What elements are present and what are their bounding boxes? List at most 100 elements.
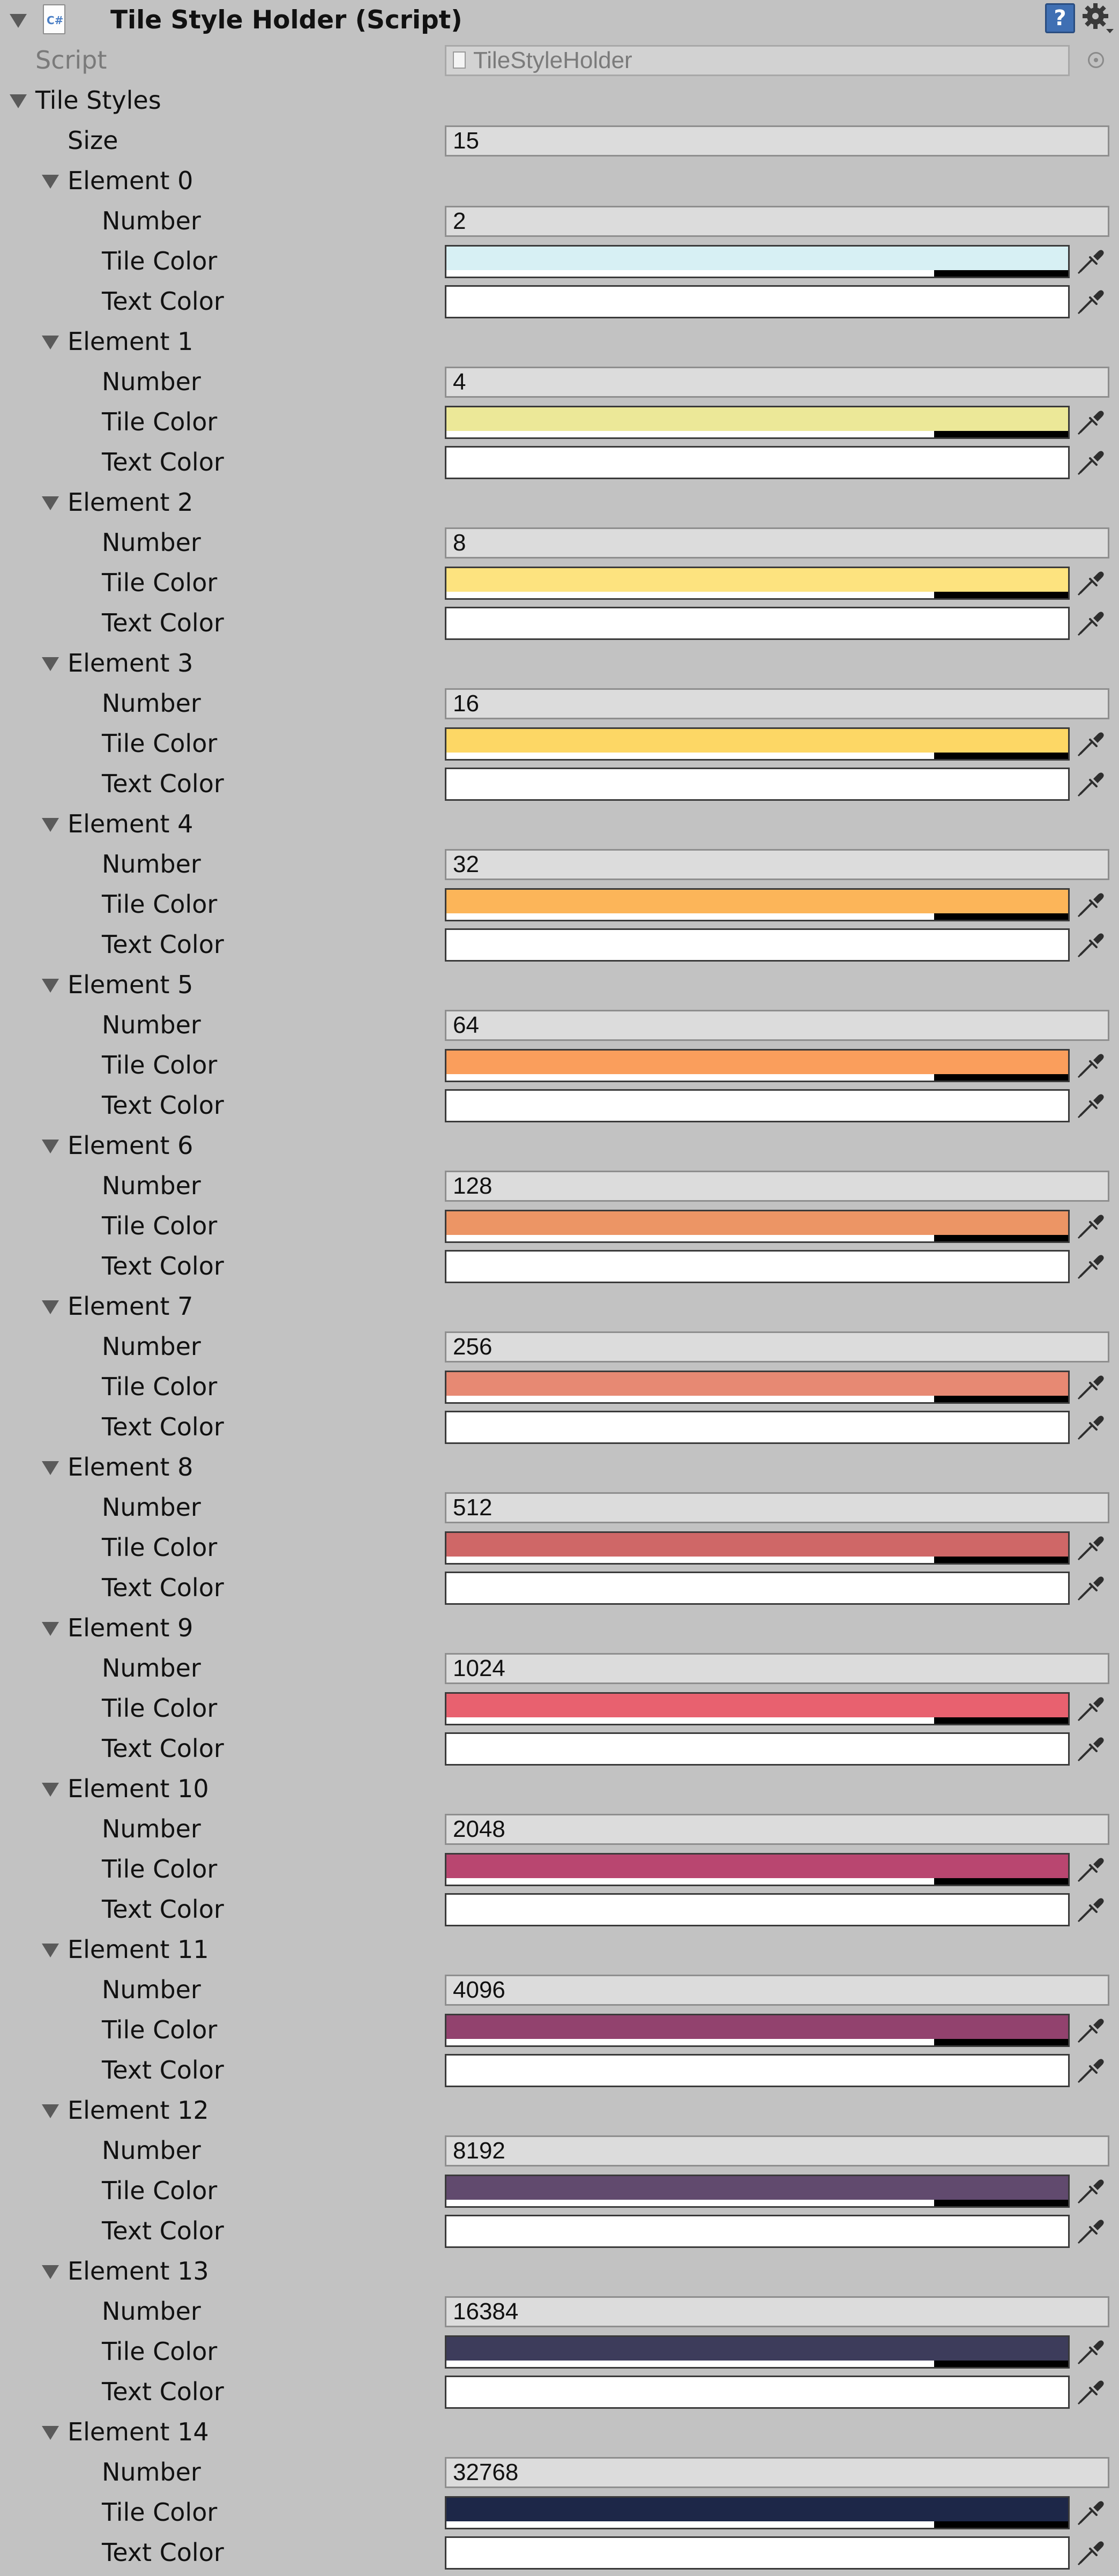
element-foldout-triangle-icon[interactable]: [42, 2265, 59, 2279]
size-field[interactable]: 15: [445, 125, 1109, 157]
number-field[interactable]: 8192: [445, 2135, 1109, 2166]
text-color-swatch[interactable]: [445, 1893, 1070, 1926]
element-foldout-triangle-icon[interactable]: [42, 1944, 59, 1957]
number-field[interactable]: 2: [445, 206, 1109, 237]
text-color-swatch[interactable]: [445, 2376, 1070, 2409]
help-icon[interactable]: ?: [1045, 3, 1075, 33]
text-color-swatch[interactable]: [445, 2536, 1070, 2570]
element-foldout-triangle-icon[interactable]: [42, 2104, 59, 2118]
element-foldout[interactable]: Element 4: [0, 804, 1119, 844]
eyedropper-icon[interactable]: [1074, 607, 1106, 639]
element-foldout-triangle-icon[interactable]: [42, 1461, 59, 1475]
eyedropper-icon[interactable]: [1074, 406, 1106, 438]
element-foldout[interactable]: Element 11: [0, 1930, 1119, 1970]
eyedropper-icon[interactable]: [1074, 1090, 1106, 1122]
tile-color-swatch[interactable]: [445, 1049, 1070, 1082]
number-field[interactable]: 4096: [445, 1975, 1109, 2006]
tile-color-swatch[interactable]: [445, 406, 1070, 439]
number-field[interactable]: 2048: [445, 1814, 1109, 1845]
eyedropper-icon[interactable]: [1074, 1411, 1106, 1443]
tile-color-swatch[interactable]: [445, 245, 1070, 278]
element-foldout[interactable]: Element 1: [0, 322, 1119, 362]
text-color-swatch[interactable]: [445, 768, 1070, 801]
text-color-swatch[interactable]: [445, 1411, 1070, 1444]
eyedropper-icon[interactable]: [1074, 2497, 1106, 2529]
tile-color-swatch[interactable]: [445, 1692, 1070, 1725]
eyedropper-icon[interactable]: [1074, 889, 1106, 921]
number-field[interactable]: 16: [445, 688, 1109, 719]
element-foldout[interactable]: Element 5: [0, 965, 1119, 1005]
number-field[interactable]: 4: [445, 367, 1109, 398]
element-foldout-triangle-icon[interactable]: [42, 2426, 59, 2440]
eyedropper-icon[interactable]: [1074, 286, 1106, 318]
tile-color-swatch[interactable]: [445, 2014, 1070, 2047]
object-picker-icon[interactable]: [1088, 52, 1104, 68]
element-foldout-triangle-icon[interactable]: [42, 496, 59, 510]
eyedropper-icon[interactable]: [1074, 1853, 1106, 1886]
element-foldout[interactable]: Element 3: [0, 643, 1119, 683]
element-foldout[interactable]: Element 2: [0, 482, 1119, 523]
number-field[interactable]: 32768: [445, 2457, 1109, 2488]
tile-color-swatch[interactable]: [445, 567, 1070, 600]
tile-color-swatch[interactable]: [445, 1853, 1070, 1886]
number-field[interactable]: 64: [445, 1010, 1109, 1041]
eyedropper-icon[interactable]: [1074, 2215, 1106, 2247]
text-color-swatch[interactable]: [445, 1732, 1070, 1766]
eyedropper-icon[interactable]: [1074, 1532, 1106, 1564]
element-foldout[interactable]: Element 10: [0, 1769, 1119, 1809]
number-field[interactable]: 16384: [445, 2296, 1109, 2327]
tile-styles-foldout[interactable]: Tile Styles: [0, 80, 1119, 121]
element-foldout-triangle-icon[interactable]: [42, 1783, 59, 1797]
number-field[interactable]: 32: [445, 849, 1109, 880]
text-color-swatch[interactable]: [445, 446, 1070, 479]
element-foldout-triangle-icon[interactable]: [42, 657, 59, 671]
eyedropper-icon[interactable]: [1074, 768, 1106, 800]
element-foldout[interactable]: Element 13: [0, 2251, 1119, 2291]
element-foldout-triangle-icon[interactable]: [42, 336, 59, 349]
text-color-swatch[interactable]: [445, 1572, 1070, 1605]
element-foldout[interactable]: Element 8: [0, 1447, 1119, 1487]
text-color-swatch[interactable]: [445, 285, 1070, 318]
script-field[interactable]: TileStyleHolder: [445, 45, 1070, 76]
number-field[interactable]: 512: [445, 1492, 1109, 1523]
element-foldout[interactable]: Element 0: [0, 161, 1119, 201]
eyedropper-icon[interactable]: [1074, 728, 1106, 760]
text-color-swatch[interactable]: [445, 928, 1070, 962]
eyedropper-icon[interactable]: [1074, 2537, 1106, 2569]
eyedropper-icon[interactable]: [1074, 2014, 1106, 2046]
element-foldout[interactable]: Element 14: [0, 2412, 1119, 2452]
eyedropper-icon[interactable]: [1074, 1733, 1106, 1765]
tile-color-swatch[interactable]: [445, 2496, 1070, 2529]
number-field[interactable]: 256: [445, 1331, 1109, 1363]
eyedropper-icon[interactable]: [1074, 567, 1106, 599]
text-color-swatch[interactable]: [445, 2215, 1070, 2248]
text-color-swatch[interactable]: [445, 2054, 1070, 2087]
eyedropper-icon[interactable]: [1074, 245, 1106, 278]
text-color-swatch[interactable]: [445, 607, 1070, 640]
element-foldout-triangle-icon[interactable]: [42, 1622, 59, 1636]
element-foldout-triangle-icon[interactable]: [42, 818, 59, 832]
eyedropper-icon[interactable]: [1074, 1049, 1106, 1082]
element-foldout-triangle-icon[interactable]: [42, 1140, 59, 1153]
element-foldout-triangle-icon[interactable]: [42, 1300, 59, 1314]
element-foldout-triangle-icon[interactable]: [42, 175, 59, 189]
number-field[interactable]: 128: [445, 1171, 1109, 1202]
eyedropper-icon[interactable]: [1074, 1210, 1106, 1242]
text-color-swatch[interactable]: [445, 1089, 1070, 1122]
number-field[interactable]: 1024: [445, 1653, 1109, 1684]
element-foldout[interactable]: Element 9: [0, 1608, 1119, 1648]
component-foldout-triangle-icon[interactable]: [10, 14, 27, 28]
tile-color-swatch[interactable]: [445, 888, 1070, 921]
element-foldout[interactable]: Element 7: [0, 1286, 1119, 1327]
gear-icon[interactable]: [1081, 2, 1115, 35]
tile-color-swatch[interactable]: [445, 2175, 1070, 2208]
element-foldout[interactable]: Element 6: [0, 1126, 1119, 1166]
eyedropper-icon[interactable]: [1074, 1894, 1106, 1926]
tile-color-swatch[interactable]: [445, 1210, 1070, 1243]
number-field[interactable]: 8: [445, 527, 1109, 559]
text-color-swatch[interactable]: [445, 1250, 1070, 1283]
eyedropper-icon[interactable]: [1074, 2054, 1106, 2087]
eyedropper-icon[interactable]: [1074, 1371, 1106, 1403]
element-foldout-triangle-icon[interactable]: [42, 979, 59, 993]
eyedropper-icon[interactable]: [1074, 2376, 1106, 2408]
